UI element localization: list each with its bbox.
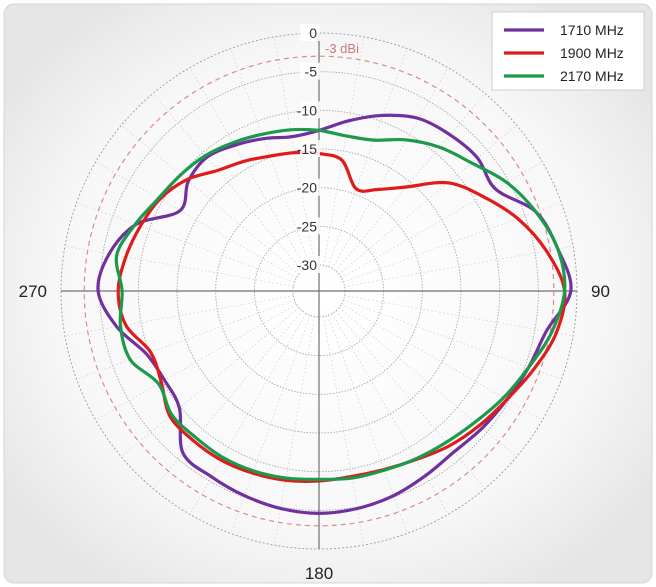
series-line-1710-mhz [96, 113, 573, 515]
angle-label-90: 90 [591, 282, 610, 301]
grid-spoke [76, 202, 295, 283]
series-group [96, 113, 573, 515]
radial-tick-label: -10 [297, 102, 317, 118]
reference-ring [83, 55, 555, 527]
tick-label-bg [300, 62, 320, 80]
grid-spoke [341, 161, 543, 279]
grid-spoke [344, 245, 574, 287]
reference-ring-group: -3 dBi [83, 41, 555, 527]
grid-spoke [76, 299, 295, 380]
angle-label-180: 180 [305, 564, 333, 583]
grid-spoke [343, 299, 562, 380]
tick-label-bg [300, 140, 320, 157]
tick-label-bg [300, 24, 320, 41]
tick-label-bg [300, 217, 320, 235]
radial-tick-label: -30 [297, 257, 317, 273]
angle-label-270: 270 [19, 282, 47, 301]
grid-spoke [64, 295, 294, 337]
plot-background [3, 3, 653, 584]
grid-spoke [121, 307, 300, 458]
grid-spoke [335, 93, 486, 272]
grid-spoke [189, 313, 307, 515]
radial-tick-label: -25 [297, 218, 317, 234]
grid-spoke [189, 67, 307, 269]
grid-spoke [64, 245, 294, 287]
legend-label: 2170 MHz [560, 68, 624, 84]
tick-label-bg [300, 178, 320, 196]
series-line-2170-mhz [114, 127, 567, 482]
grid-spoke [338, 307, 517, 458]
grid-spoke [152, 310, 303, 489]
grid-spoke [95, 303, 297, 421]
grid-spoke [95, 161, 297, 279]
tick-label-bg [300, 256, 320, 273]
grid-spoke [338, 124, 517, 275]
radial-tick-label: -15 [297, 141, 317, 157]
legend-label: 1710 MHz [560, 22, 624, 38]
reference-ring-label: -3 dBi [325, 41, 359, 56]
grid-spoke [327, 48, 408, 267]
axis-labels: 0 -5 -10 -15 -20 -25 -30 90 180 270 [19, 24, 610, 583]
grid-spoke [121, 124, 300, 275]
grid-spoke [335, 310, 486, 489]
grid-spoke [331, 67, 449, 269]
grid-spoke [323, 36, 365, 266]
grid-spoke [344, 295, 574, 337]
grid-spoke [152, 93, 303, 272]
grid-spoke [331, 313, 449, 515]
grid-spoke [341, 303, 543, 421]
legend-label: 1900 MHz [560, 45, 624, 61]
radial-tick-label: 0 [309, 25, 317, 41]
grid-spoke [343, 202, 562, 283]
radial-tick-label: -5 [305, 64, 318, 80]
legend: 1710 MHz 1900 MHz 2170 MHz [491, 11, 645, 91]
polar-grid [60, 32, 578, 550]
radial-tick-label: -20 [297, 180, 317, 196]
tick-label-bg [300, 101, 320, 119]
